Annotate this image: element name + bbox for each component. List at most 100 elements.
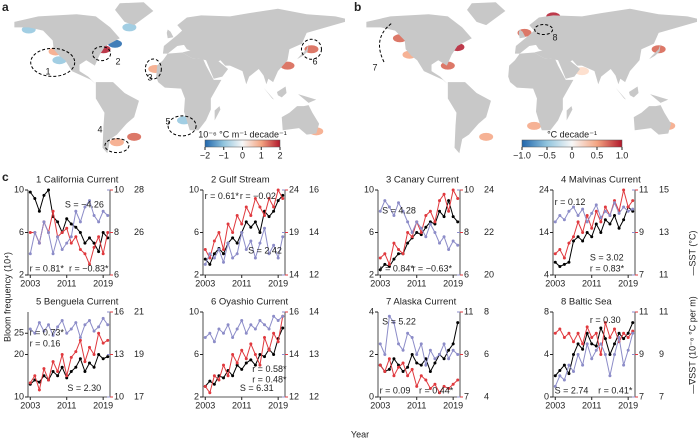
data-point [74, 321, 78, 325]
data-point [65, 331, 69, 335]
data-point [42, 329, 46, 333]
data-point [74, 235, 78, 239]
series-line [379, 199, 459, 251]
line-chart: 3 Canary Current 2 6 10 6 8 10 20 22 24 2003 2011 20… [364, 175, 494, 289]
landmass [566, 106, 573, 121]
data-point [406, 374, 410, 378]
data-point [581, 231, 585, 234]
data-point [603, 353, 607, 356]
data-point [631, 199, 635, 203]
region-outline [300, 38, 322, 60]
y-tick-label: 9 [464, 349, 469, 359]
data-point [56, 220, 60, 224]
data-point [212, 256, 216, 260]
annotation: r = −0.02 [240, 191, 276, 201]
landmass [650, 94, 669, 103]
data-point [83, 360, 87, 364]
data-point [613, 199, 616, 203]
data-point [558, 374, 562, 378]
data-point [590, 226, 594, 230]
y-tick-label: 8 [464, 227, 469, 237]
landmass [447, 82, 491, 154]
data-point [438, 199, 441, 203]
data-point [222, 331, 225, 335]
colorbar-title: °C decade⁻¹ [547, 129, 597, 139]
data-point [424, 363, 428, 367]
landmass [649, 43, 661, 60]
data-point [244, 220, 248, 224]
data-point [424, 225, 428, 229]
series-line [554, 333, 634, 387]
series-line [379, 188, 459, 267]
data-point [106, 355, 110, 359]
y-tick-label: 14 [309, 306, 319, 316]
data-point [397, 248, 400, 251]
data-point [65, 241, 69, 245]
y-tick-label: 2 [369, 269, 374, 279]
data-point [78, 231, 82, 234]
data-point [33, 374, 37, 378]
data-point [631, 209, 635, 213]
data-point [78, 248, 82, 251]
data-point [74, 225, 78, 229]
data-point [415, 353, 419, 356]
data-point [603, 321, 607, 325]
data-point [626, 348, 630, 352]
region-outline [104, 138, 130, 154]
data-point [572, 340, 575, 344]
data-point [562, 218, 566, 222]
data-point [83, 252, 87, 256]
data-point [212, 374, 216, 378]
data-point [60, 319, 64, 322]
data-point [603, 205, 607, 209]
region-outline [92, 46, 112, 62]
data-point [267, 348, 271, 352]
data-point [231, 374, 235, 378]
data-point [567, 363, 571, 367]
y-tick-label: 11 [659, 306, 668, 316]
data-point [442, 192, 446, 196]
colorbar-title: 10⁻⁶ °C m⁻¹ decade⁻¹ [198, 129, 287, 139]
data-point [567, 331, 571, 335]
line-chart: 2 Gulf Stream 2 6 10 14 19 24 12 14 16 2003 2011 201… [189, 175, 319, 289]
data-point [276, 256, 280, 260]
data-point [78, 338, 82, 342]
data-point [572, 235, 575, 239]
y-tick-label: 11 [639, 306, 648, 316]
landmass [298, 94, 317, 103]
annotation: r = −0.83* [69, 263, 109, 273]
annotation: S = 5.22 [382, 317, 416, 327]
data-point [594, 348, 598, 352]
data-point [617, 226, 621, 230]
x-tick-label: 2011 [407, 278, 426, 288]
y-tick-label: 25 [14, 328, 24, 338]
data-point [594, 209, 598, 213]
landmass [276, 86, 287, 98]
data-point [222, 248, 225, 251]
colorbar-tick-label: −0.5 [538, 150, 556, 160]
data-point [433, 361, 437, 365]
y-tick-label: 13 [114, 349, 124, 359]
data-point [617, 211, 621, 215]
y-tick-label: 21 [134, 306, 144, 316]
x-tick-label: 2019 [443, 278, 463, 288]
data-point [106, 214, 110, 217]
data-point [424, 235, 428, 239]
landmass [166, 29, 174, 39]
data-point [47, 188, 50, 192]
y-axis-label: Bloom frequency (10⁴) [2, 252, 12, 342]
sst-patch [109, 138, 124, 147]
data-point [226, 374, 230, 378]
data-point [438, 391, 441, 395]
data-point [576, 353, 580, 356]
data-point [622, 218, 626, 222]
annotation: r = 0.30 [590, 315, 621, 325]
series-line [29, 331, 108, 392]
sst-patch [479, 132, 494, 141]
data-point [433, 220, 437, 224]
x-tick-label: 2011 [407, 400, 426, 410]
data-point [28, 327, 32, 331]
data-point [92, 353, 96, 356]
data-point [69, 222, 73, 226]
y-tick-label: 8 [484, 306, 489, 316]
